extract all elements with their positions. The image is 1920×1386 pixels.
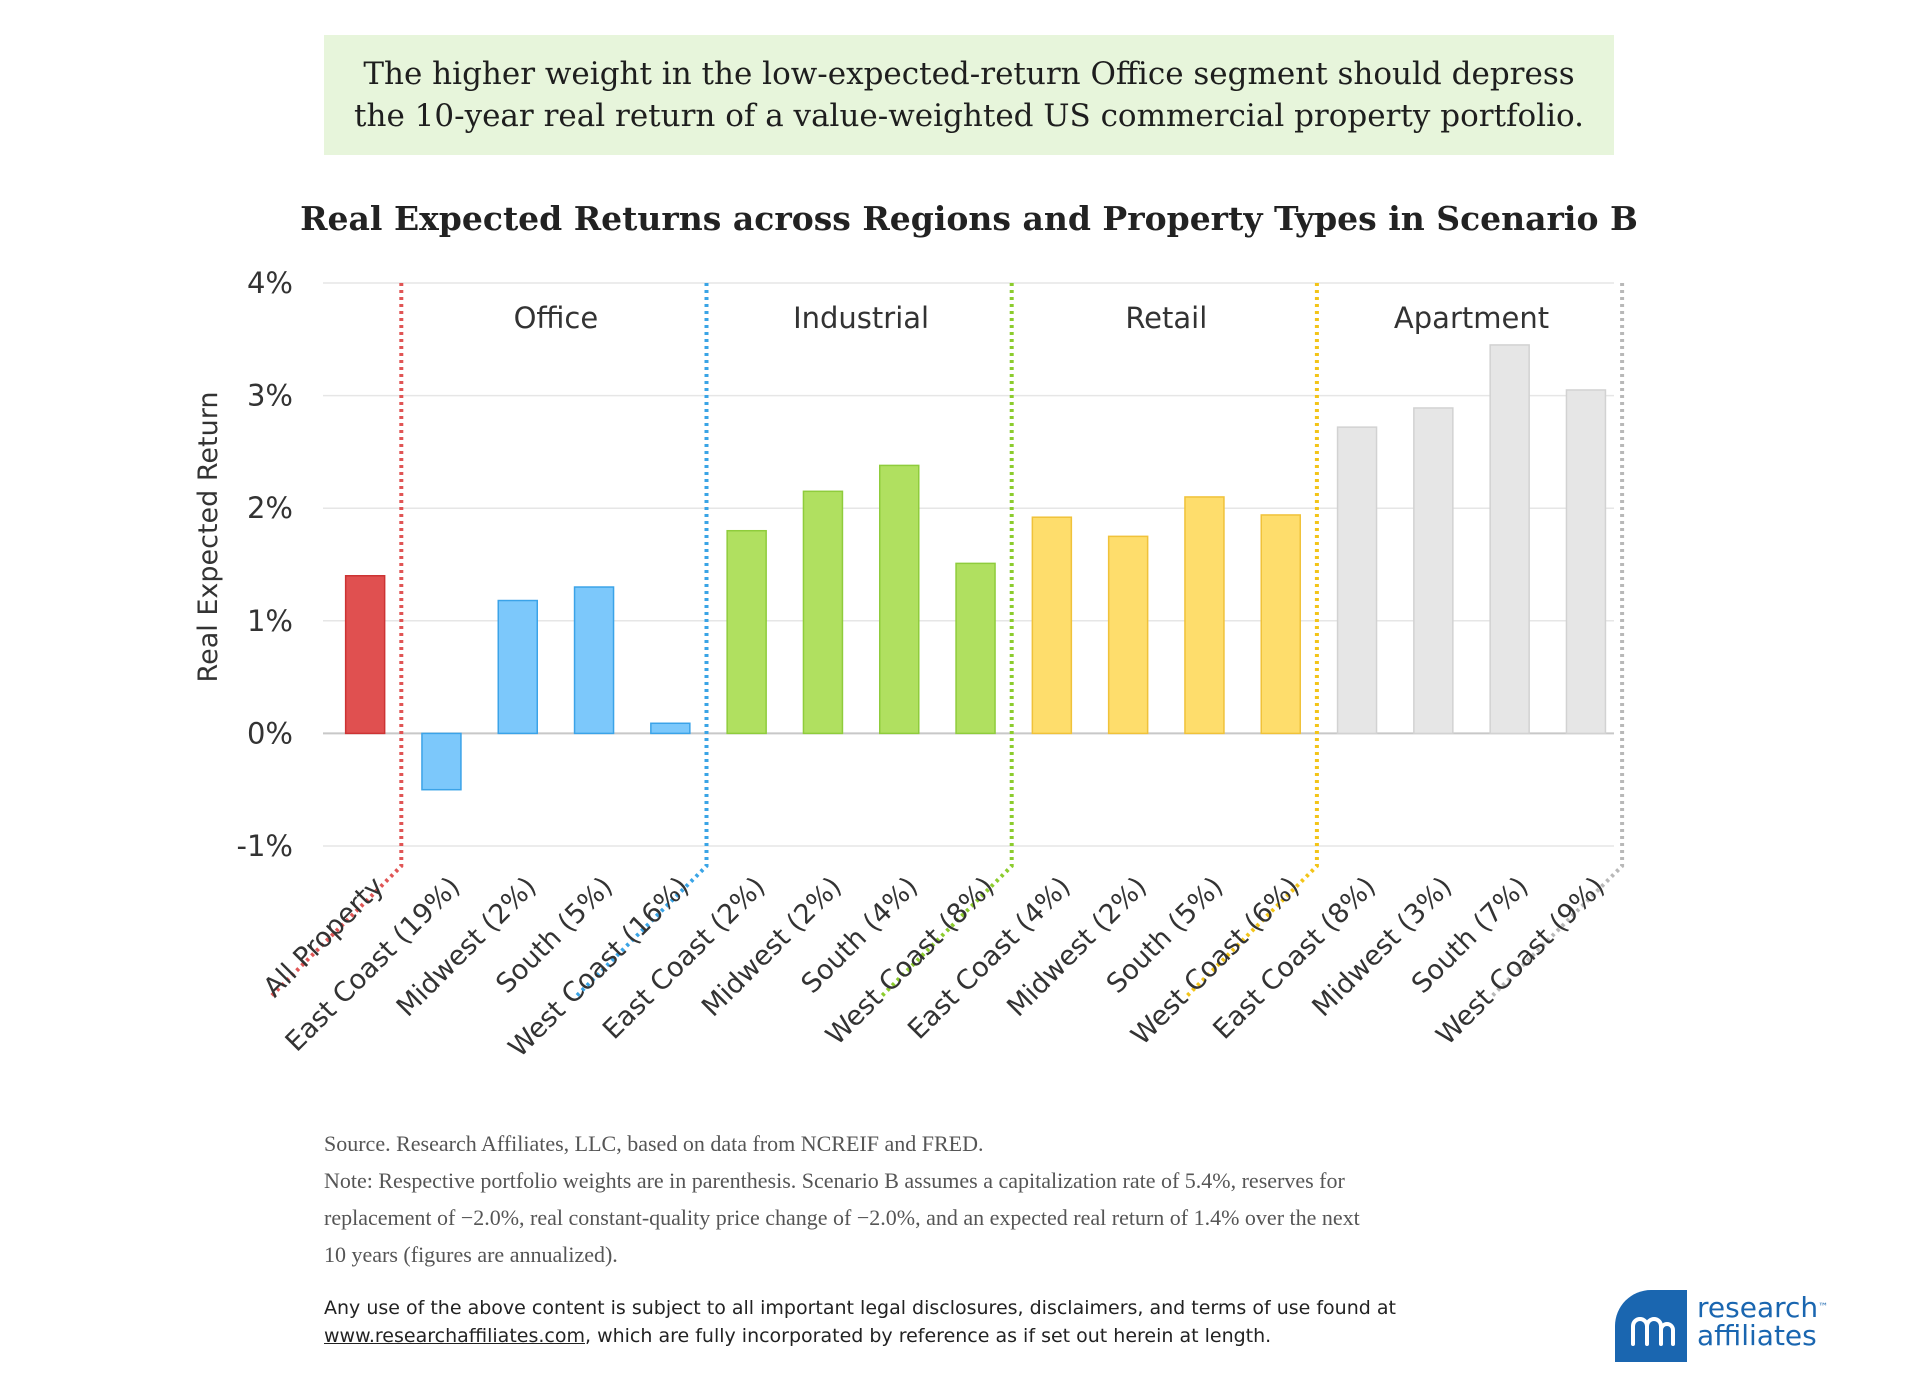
group-divider — [1489, 283, 1625, 999]
note-line-2: replacement of −2.0%, real constant-qual… — [324, 1205, 1360, 1230]
bar — [879, 464, 920, 735]
legal-line-2: www.researchaffiliates.com, which are fu… — [324, 1322, 1396, 1350]
bar — [573, 586, 615, 735]
logo-word-affiliates: affiliates — [1697, 1319, 1817, 1352]
group-label: Retail — [1125, 301, 1207, 335]
legal-disclaimer: Any use of the above content is subject … — [324, 1294, 1396, 1350]
bar — [1031, 516, 1073, 735]
bar — [1107, 535, 1149, 735]
source-text: Source. Research Affiliates, LLC, based … — [324, 1131, 984, 1156]
y-axis-label: Real Expected Return — [193, 392, 224, 683]
group-label: Apartment — [1394, 301, 1549, 335]
chart-title: Real Expected Returns across Regions and… — [300, 199, 1638, 238]
group-divider — [269, 283, 404, 999]
headline-line-2: the 10-year real return of a value-weigh… — [354, 98, 1584, 134]
logo-mark-icon — [1615, 1290, 1687, 1362]
bar — [1489, 344, 1530, 735]
y-tick-label: 2% — [247, 491, 293, 525]
bar — [421, 732, 462, 791]
legal-line-2-rest: , which are fully incorporated by refere… — [584, 1325, 1272, 1347]
bar-chart: Real Expected Returns across Regions and… — [193, 199, 1638, 1064]
group-label: Office — [514, 301, 599, 335]
y-tick-label: 3% — [247, 379, 293, 413]
trademark-symbol: ™ — [1818, 1302, 1829, 1313]
bar — [726, 529, 767, 735]
bar — [344, 575, 386, 735]
bar — [1336, 426, 1378, 735]
bar — [650, 722, 691, 735]
bar — [955, 562, 996, 735]
bar — [1184, 496, 1225, 735]
logo-word-research: research — [1697, 1291, 1819, 1324]
headline-line-1: The higher weight in the low-expected-re… — [363, 56, 1575, 92]
y-tick-label: 1% — [247, 604, 293, 638]
bar — [497, 599, 538, 735]
legal-line-1: Any use of the above content is subject … — [324, 1297, 1396, 1319]
group-label: Industrial — [793, 301, 929, 335]
source-notes: Source. Research Affiliates, LLC, based … — [324, 1125, 1360, 1273]
bar — [1413, 407, 1454, 735]
website-link[interactable]: www.researchaffiliates.com — [324, 1325, 585, 1347]
bar — [1565, 389, 1607, 735]
note-line-1: Note: Respective portfolio weights are i… — [324, 1168, 1345, 1193]
y-tick-label: 0% — [247, 716, 293, 750]
research-affiliates-logo[interactable]: research™ affiliates — [1615, 1286, 1835, 1362]
bar — [1260, 514, 1301, 735]
group-divider — [879, 283, 1014, 999]
headline-banner: The higher weight in the low-expected-re… — [324, 35, 1614, 155]
group-divider — [574, 283, 709, 999]
y-tick-label: 4% — [247, 266, 293, 300]
y-tick-label: -1% — [237, 829, 293, 863]
bar — [802, 490, 844, 735]
note-line-3: 10 years (figures are annualized). — [324, 1242, 618, 1267]
logo-wordmark: research™ affiliates — [1697, 1294, 1828, 1350]
group-divider — [1184, 283, 1319, 999]
